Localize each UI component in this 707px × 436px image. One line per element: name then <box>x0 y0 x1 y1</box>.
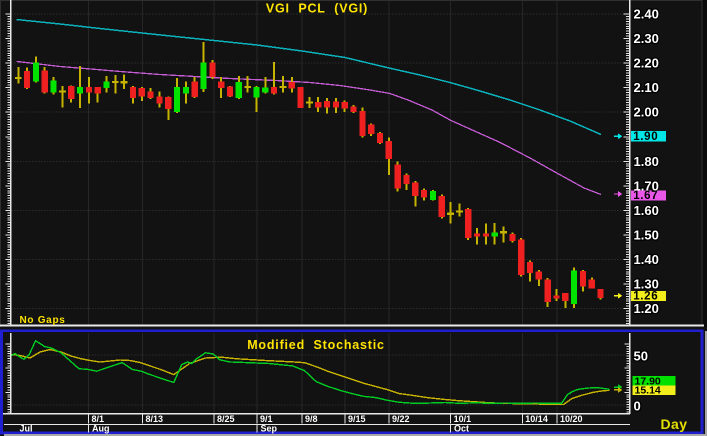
svg-text:9/8: 9/8 <box>305 414 318 424</box>
svg-text:1.30: 1.30 <box>634 277 659 292</box>
svg-text:1.50: 1.50 <box>634 227 659 242</box>
svg-text:17.90: 17.90 <box>635 375 661 387</box>
svg-text:VGI PCL (VGI): VGI PCL (VGI) <box>266 2 368 16</box>
svg-text:2.40: 2.40 <box>634 7 659 22</box>
svg-text:1.26: 1.26 <box>633 291 658 303</box>
svg-text:Jul: Jul <box>20 424 33 434</box>
svg-text:2.10: 2.10 <box>634 80 659 95</box>
svg-text:9/15: 9/15 <box>348 414 366 424</box>
svg-text:No Gaps: No Gaps <box>20 315 66 326</box>
svg-text:8/25: 8/25 <box>217 414 235 424</box>
svg-text:2.30: 2.30 <box>634 31 659 46</box>
svg-text:Sep: Sep <box>261 424 278 434</box>
svg-text:0: 0 <box>634 398 641 413</box>
svg-text:Modified Stochastic: Modified Stochastic <box>247 338 385 352</box>
svg-text:1.90: 1.90 <box>633 131 658 143</box>
svg-text:50: 50 <box>634 349 648 364</box>
svg-text:9/1: 9/1 <box>260 414 273 424</box>
svg-text:Day: Day <box>661 416 688 432</box>
svg-text:2.20: 2.20 <box>634 56 659 71</box>
svg-text:1.80: 1.80 <box>634 154 659 169</box>
svg-text:10/14: 10/14 <box>525 414 548 424</box>
svg-text:10/1: 10/1 <box>454 414 472 424</box>
svg-text:8/1: 8/1 <box>92 414 105 424</box>
svg-text:Oct: Oct <box>454 424 469 434</box>
svg-text:1.40: 1.40 <box>634 252 659 267</box>
svg-text:Aug: Aug <box>92 424 110 434</box>
svg-text:9/22: 9/22 <box>392 414 410 424</box>
svg-text:15.14: 15.14 <box>635 385 661 397</box>
svg-text:1.67: 1.67 <box>633 190 658 202</box>
svg-text:1.70: 1.70 <box>634 178 659 193</box>
svg-text:1.20: 1.20 <box>634 301 659 316</box>
svg-text:10/20: 10/20 <box>560 414 583 424</box>
svg-text:1.60: 1.60 <box>634 203 659 218</box>
svg-text:2.00: 2.00 <box>634 105 659 120</box>
svg-text:8/13: 8/13 <box>146 414 164 424</box>
